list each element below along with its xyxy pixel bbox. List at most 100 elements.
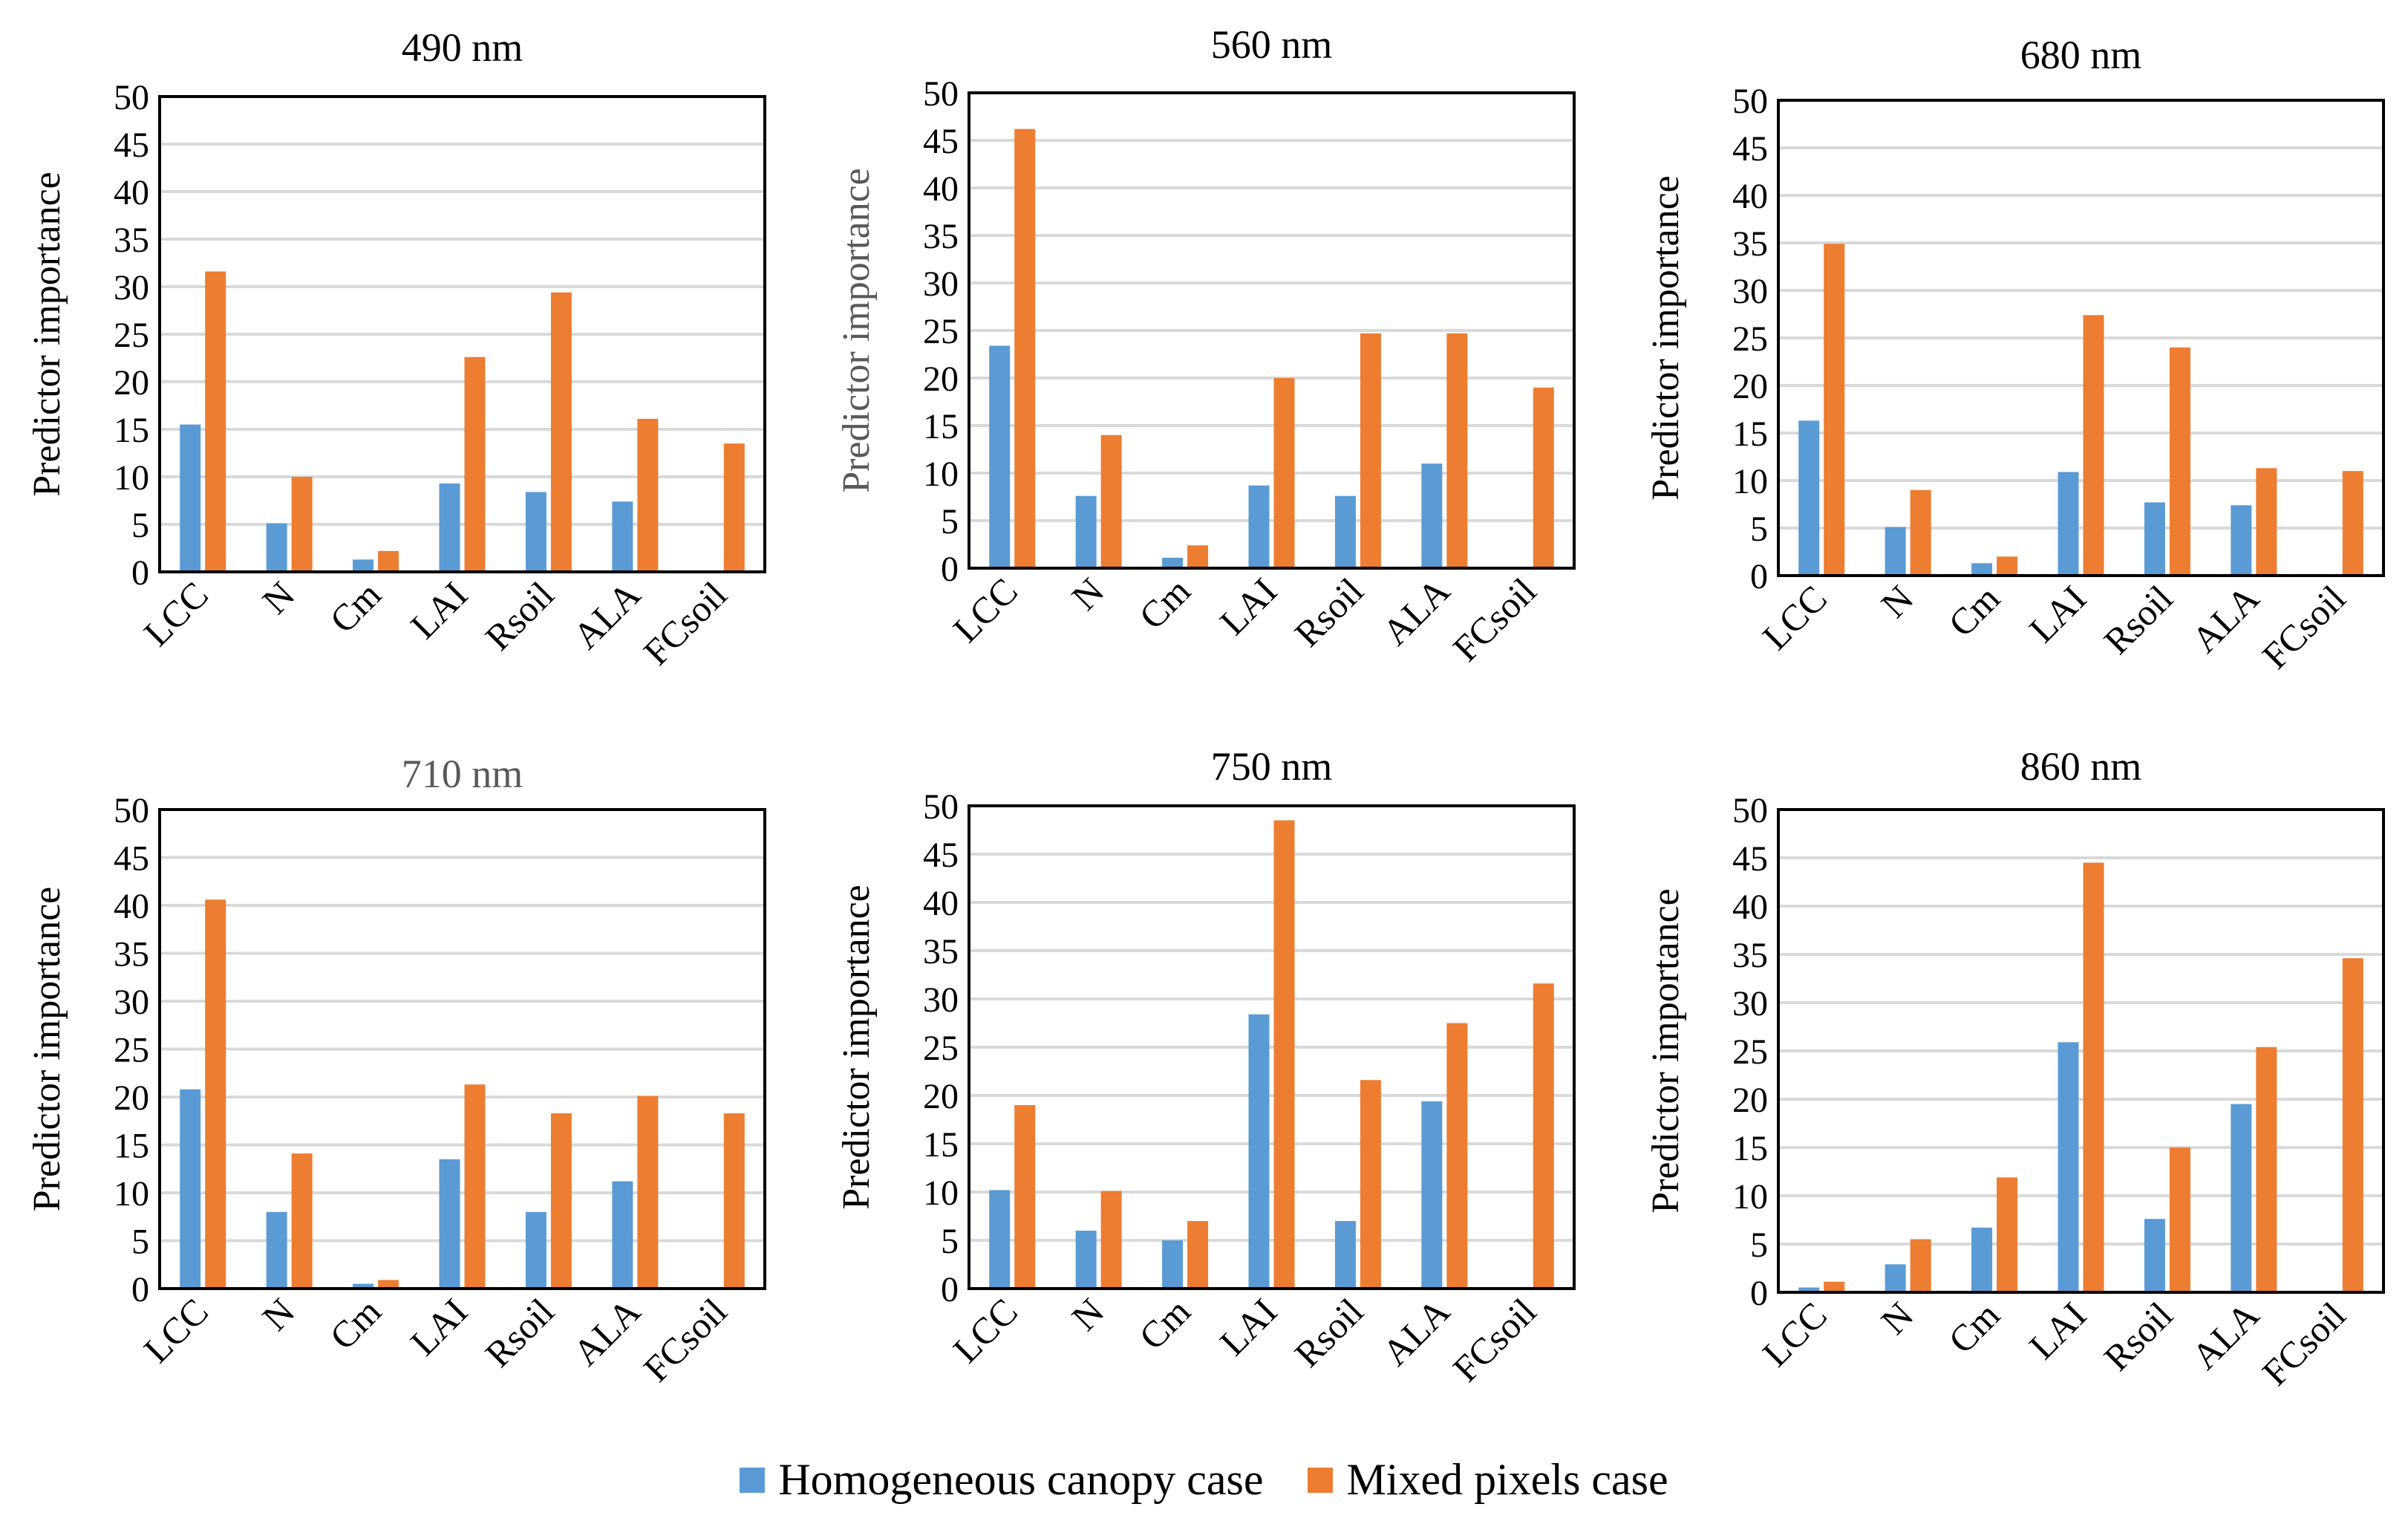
y-axis-label: Predictor importance xyxy=(26,172,68,497)
bar-mixed xyxy=(723,1113,745,1289)
y-tick-label: 35 xyxy=(114,935,149,974)
x-category-label: LAI xyxy=(2021,1294,2095,1367)
x-category-label: Cm xyxy=(1940,577,2008,645)
y-tick-label: 0 xyxy=(1750,557,1768,596)
x-category-label: Cm xyxy=(1131,570,1198,637)
y-axis-label: Predictor importance xyxy=(26,887,68,1212)
x-category-label: LAI xyxy=(402,573,476,647)
legend-swatch-homogeneous xyxy=(740,1467,766,1493)
chart-title: 680 nm xyxy=(2020,33,2142,77)
y-tick-label: 40 xyxy=(1732,177,1768,216)
x-category-label: N xyxy=(254,573,302,622)
bar-mixed xyxy=(2256,468,2277,576)
y-tick-label: 0 xyxy=(131,1270,149,1309)
y-axis-label: Predictor importance xyxy=(1645,888,1687,1214)
x-category-label: FCsoil xyxy=(636,573,735,673)
y-tick-label: 50 xyxy=(923,787,959,827)
chart-panel-2: 680 nm 0 5 10 15 20 25 30 35 40 45 50 Predictor impo… xyxy=(1645,33,2385,677)
bar-homogeneous xyxy=(1248,485,1270,568)
bar-mixed xyxy=(1910,489,1931,576)
y-tick-label: 15 xyxy=(923,407,959,446)
y-tick-label: 10 xyxy=(923,455,959,494)
bar-mixed xyxy=(637,418,659,572)
x-category-label: N xyxy=(1873,577,1921,625)
bar-mixed xyxy=(1533,387,1554,568)
chart-title: 750 nm xyxy=(1211,744,1333,789)
bar-mixed xyxy=(464,1084,486,1289)
bar-homogeneous xyxy=(2144,502,2165,576)
chart-panel-5: 860 nm 0 5 10 15 20 25 30 35 40 45 50 Predictor impo… xyxy=(1645,744,2385,1393)
y-tick-label: 5 xyxy=(941,502,959,541)
chart-panel-3: 710 nm 0 5 10 15 20 25 30 35 40 45 50 Predictor impo… xyxy=(26,752,766,1390)
bar-mixed xyxy=(1824,1281,1845,1292)
y-tick-label: 50 xyxy=(923,74,959,114)
bar-mixed xyxy=(1446,333,1468,568)
bar-homogeneous xyxy=(1885,527,1906,576)
x-category-label: FCsoil xyxy=(1445,1290,1544,1390)
bar-homogeneous xyxy=(1421,463,1443,568)
bar-homogeneous xyxy=(2231,505,2252,576)
plot-frame xyxy=(1777,808,2385,1294)
bar-mixed xyxy=(378,550,399,572)
x-category-label: N xyxy=(1063,570,1112,618)
x-category-label: Rsoil xyxy=(477,573,561,658)
bar-mixed xyxy=(550,1113,572,1289)
x-category-label: N xyxy=(254,1290,302,1338)
bar-homogeneous xyxy=(612,501,633,572)
y-tick-label: 10 xyxy=(923,1173,959,1213)
bar-homogeneous xyxy=(1162,557,1184,568)
y-tick-label: 20 xyxy=(1732,1081,1768,1120)
y-axis-label: Predictor importance xyxy=(835,168,878,493)
y-tick-label: 15 xyxy=(1732,1129,1768,1168)
y-tick-label: 35 xyxy=(1732,224,1768,264)
bar-homogeneous xyxy=(525,492,546,572)
bar-homogeneous xyxy=(1334,495,1356,568)
y-tick-label: 15 xyxy=(114,411,149,450)
bar-homogeneous xyxy=(353,1283,374,1289)
y-tick-label: 35 xyxy=(1732,936,1768,975)
bar-mixed xyxy=(1273,378,1295,568)
y-tick-label: 5 xyxy=(131,506,149,545)
y-tick-label: 15 xyxy=(923,1125,959,1165)
bar-mixed xyxy=(1100,1191,1122,1289)
bar-homogeneous xyxy=(1162,1240,1184,1289)
y-tick-label: 10 xyxy=(1732,1177,1768,1217)
bar-homogeneous xyxy=(1798,420,1820,576)
y-tick-label: 35 xyxy=(923,932,959,971)
legend-label-homogeneous: Homogeneous canopy case xyxy=(778,1455,1264,1504)
bar-homogeneous xyxy=(439,483,460,572)
bar-homogeneous xyxy=(1248,1014,1270,1289)
x-category-label: Cm xyxy=(1940,1294,2008,1361)
legend-label-mixed: Mixed pixels case xyxy=(1346,1455,1668,1504)
bar-homogeneous xyxy=(439,1159,460,1289)
bar-homogeneous xyxy=(266,523,287,572)
y-tick-label: 50 xyxy=(114,78,149,117)
bar-mixed xyxy=(464,356,486,572)
y-tick-label: 0 xyxy=(941,550,959,589)
y-tick-label: 20 xyxy=(923,359,959,399)
bar-mixed xyxy=(2256,1046,2277,1292)
y-tick-label: 40 xyxy=(923,884,959,923)
bar-mixed xyxy=(1100,434,1122,568)
y-tick-label: 30 xyxy=(114,983,149,1022)
chart-panel-4: 750 nm 0 5 10 15 20 25 30 35 40 45 50 Predictor impo… xyxy=(835,744,1576,1390)
y-tick-label: 45 xyxy=(114,126,149,165)
bar-mixed xyxy=(723,443,745,572)
plot-frame xyxy=(1777,99,2385,577)
plot-frame xyxy=(158,95,766,573)
bar-mixed xyxy=(1014,1105,1036,1289)
y-tick-label: 45 xyxy=(923,836,959,875)
bar-homogeneous xyxy=(180,1089,201,1289)
bar-mixed xyxy=(637,1095,659,1289)
bar-homogeneous xyxy=(989,1190,1011,1289)
y-tick-label: 10 xyxy=(1732,462,1768,501)
bar-homogeneous xyxy=(1885,1264,1906,1292)
y-tick-label: 25 xyxy=(923,312,959,351)
x-category-label: N xyxy=(1063,1290,1112,1338)
y-tick-label: 25 xyxy=(114,316,149,355)
y-tick-label: 10 xyxy=(114,458,149,498)
legend: Homogeneous canopy case Mixed pixels cas… xyxy=(0,1454,2408,1505)
bar-homogeneous xyxy=(2144,1219,2165,1292)
bar-mixed xyxy=(1997,556,2018,576)
